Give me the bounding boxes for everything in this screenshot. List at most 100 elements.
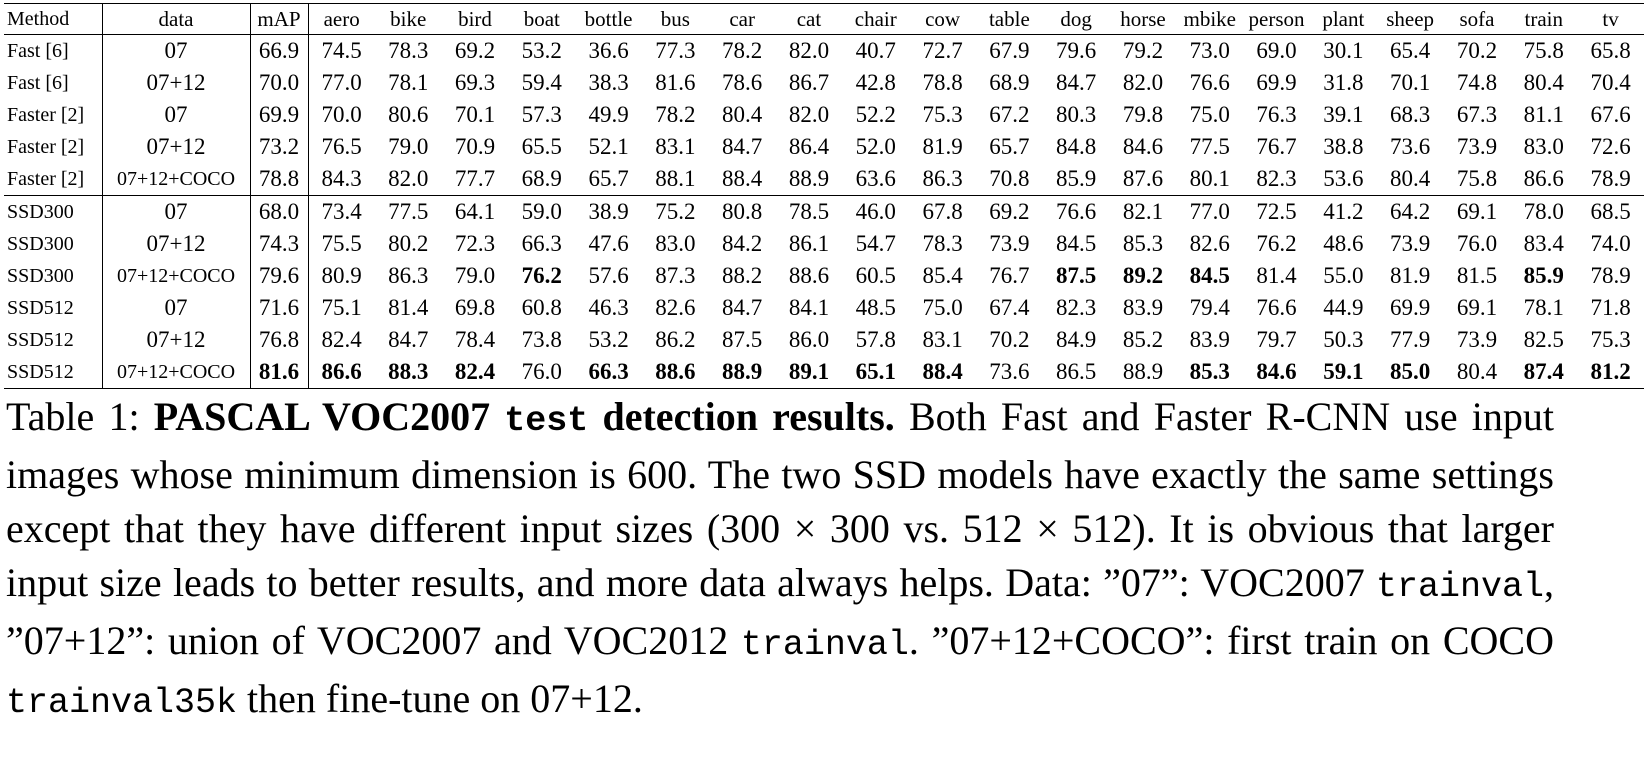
ap-value-cell: 88.4 (909, 356, 976, 389)
ap-value-cell: 82.0 (388, 166, 429, 191)
ap-value-cell: 67.8 (909, 195, 976, 228)
table-row: Faster [2] 07+12+COCO 78.8 84.3 82.0 77.7 68.9… (4, 163, 1644, 196)
ap-value-cell: 53.2 (521, 38, 562, 63)
table-caption: Table 1: PASCAL VOC2007 test detection r… (6, 390, 1554, 730)
ap-value-cell: 84.5 (1056, 231, 1097, 256)
column-header-sofa: sofa (1443, 3, 1511, 35)
caption-mono-3: trainval35k (6, 683, 238, 723)
ap-value-cell: 70.1 (1390, 70, 1431, 95)
ap-value-cell: 81.4 (1256, 263, 1297, 288)
ap-value-cell: 77.0 (1176, 195, 1244, 228)
ap-value-cell: 79.4 (1189, 295, 1230, 320)
ap-value-cell: 65.7 (989, 134, 1030, 159)
data-cell: 07 (102, 292, 251, 324)
ap-value-cell: 69.8 (454, 295, 496, 320)
method-cell: SSD512 (4, 324, 103, 356)
ap-value-cell: 84.5 (1189, 263, 1230, 288)
ap-value-cell: 69.0 (1256, 38, 1297, 63)
ap-value-cell: 80.9 (321, 263, 362, 288)
ap-value-cell: 79.8 (1122, 102, 1164, 127)
ap-value-cell: 83.9 (1189, 327, 1230, 352)
ap-value-cell: 64.2 (1376, 195, 1444, 228)
ap-value-cell: 67.6 (1590, 102, 1631, 127)
ap-value-cell: 80.8 (708, 195, 776, 228)
ap-value-cell: 83.4 (1523, 231, 1564, 256)
ap-value-cell: 74.0 (1590, 231, 1631, 256)
ap-value-cell: 66.3 (521, 231, 562, 256)
data-cell: 07+12 (102, 67, 251, 99)
ap-value-cell: 66.3 (575, 356, 642, 389)
ap-value-cell: 81.6 (655, 70, 696, 95)
ap-value-cell: 88.2 (722, 263, 763, 288)
column-header-aero: aero (308, 3, 375, 35)
ap-value-cell: 72.7 (922, 38, 963, 63)
ap-value-cell: 65.5 (521, 134, 562, 159)
ap-value-cell: 87.5 (722, 327, 763, 352)
ap-value-cell: 84.1 (788, 295, 830, 320)
ap-value-cell: 81.9 (1390, 263, 1431, 288)
ap-value-cell: 60.8 (521, 295, 562, 320)
ap-value-cell: 82.1 (1109, 195, 1177, 228)
table-row: SSD512 07+12+COCO 81.6 86.6 88.3 82.4 76.0 66.3… (4, 356, 1644, 389)
ap-value-cell: 82.5 (1523, 327, 1564, 352)
ap-value-cell: 77.5 (1189, 134, 1230, 159)
ap-value-cell: 86.3 (922, 166, 963, 191)
method-cell: Faster [2] (4, 131, 103, 163)
ap-value-cell: 59.4 (521, 70, 562, 95)
ap-value-cell: 81.4 (388, 295, 429, 320)
ap-value-cell: 88.9 (1109, 356, 1177, 389)
ap-value-cell: 82.0 (788, 102, 830, 127)
ap-value-cell: 67.4 (989, 295, 1030, 320)
ap-value-cell: 75.0 (1189, 102, 1230, 127)
ap-value-cell: 77.5 (374, 195, 442, 228)
column-header-bird: bird (441, 3, 509, 35)
table-row: Faster [2] 07+12 73.2 76.5 79.0 70.9 65.5 52.1 8… (4, 131, 1644, 163)
ap-value-cell: 52.1 (588, 134, 629, 159)
ap-value-cell: 88.9 (708, 356, 776, 389)
ap-value-cell: 50.3 (1323, 327, 1364, 352)
ap-value-cell: 74.5 (321, 38, 362, 63)
ap-value-cell: 69.1 (1456, 295, 1498, 320)
ap-value-cell: 60.5 (855, 263, 896, 288)
column-header-bus: bus (641, 3, 709, 35)
ap-value-cell: 87.3 (655, 263, 696, 288)
ap-value-cell: 38.9 (575, 195, 642, 228)
ap-value-cell: 82.3 (1256, 166, 1297, 191)
ap-value-cell: 55.0 (1323, 263, 1364, 288)
ap-value-cell: 78.1 (1523, 295, 1564, 320)
map-value-cell: 78.8 (250, 163, 309, 196)
ap-value-cell: 76.5 (321, 134, 362, 159)
ap-value-cell: 79.0 (454, 263, 496, 288)
method-cell: SSD512 (4, 356, 103, 389)
ap-value-cell: 78.0 (1510, 195, 1578, 228)
column-header-mbike: mbike (1176, 3, 1244, 35)
ap-value-cell: 67.9 (989, 38, 1030, 63)
ap-value-cell: 86.2 (655, 327, 696, 352)
ap-value-cell: 86.1 (788, 231, 830, 256)
data-cell: 07 (102, 195, 251, 228)
ap-value-cell: 76.6 (1189, 70, 1230, 95)
ap-value-cell: 81.9 (922, 134, 963, 159)
ap-value-cell: 85.9 (1056, 166, 1097, 191)
ap-value-cell: 75.3 (922, 102, 963, 127)
ap-value-cell: 63.6 (855, 166, 896, 191)
map-value-cell: 70.0 (250, 67, 309, 99)
ap-value-cell: 71.8 (1590, 295, 1631, 320)
ap-value-cell: 84.8 (1056, 134, 1097, 159)
method-cell: SSD300 (4, 195, 103, 228)
ap-value-cell: 83.1 (655, 134, 696, 159)
column-header-horse: horse (1109, 3, 1177, 35)
column-header-plant: plant (1309, 3, 1377, 35)
ap-value-cell: 87.4 (1510, 356, 1578, 389)
column-header-bottle: bottle (575, 3, 642, 35)
ap-value-cell: 83.1 (922, 327, 963, 352)
ap-value-cell: 78.2 (722, 38, 763, 63)
caption-bold-mono: test (504, 401, 589, 441)
ap-value-cell: 78.4 (454, 327, 496, 352)
method-cell: Faster [2] (4, 99, 103, 131)
ap-value-cell: 79.2 (1122, 38, 1164, 63)
ap-value-cell: 85.3 (1176, 356, 1244, 389)
ap-value-cell: 80.2 (388, 231, 429, 256)
ap-value-cell: 85.3 (1122, 231, 1164, 256)
map-value-cell: 79.6 (250, 260, 309, 292)
